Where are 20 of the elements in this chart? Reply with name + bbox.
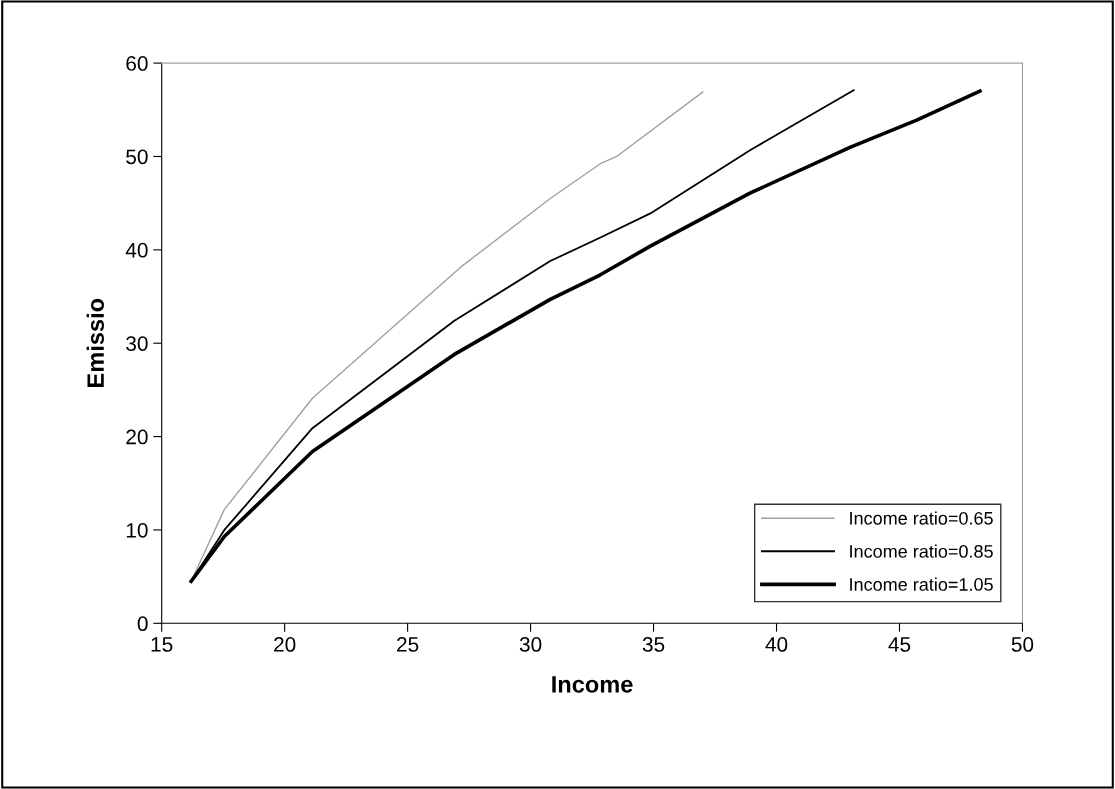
y-tick-label: 60 xyxy=(126,56,148,71)
y-tick-label: 30 xyxy=(126,336,148,351)
legend-label: Income ratio=0.85 xyxy=(850,544,993,558)
x-tick-label: 30 xyxy=(519,637,542,652)
x-tick-label: 40 xyxy=(765,637,788,652)
x-tick-label: 20 xyxy=(274,637,296,652)
y-tick-label: 20 xyxy=(126,429,148,445)
x-tick-label: 15 xyxy=(151,637,173,652)
x-axis-title: Income xyxy=(552,676,633,693)
y-tick-label: 50 xyxy=(126,149,148,165)
y-tick-label: 10 xyxy=(126,522,148,538)
x-tick-label: 35 xyxy=(642,637,665,652)
y-tick-label: 40 xyxy=(125,242,148,258)
y-axis-title: Emissio xyxy=(86,298,104,387)
legend-label: Income ratio=1.05 xyxy=(850,577,993,591)
legend-label: Income ratio=0.65 xyxy=(850,511,993,525)
x-tick-label: 25 xyxy=(397,637,419,652)
x-tick-label: 50 xyxy=(1011,637,1034,652)
y-tick-label: 0 xyxy=(137,616,148,632)
x-tick-label: 45 xyxy=(888,637,911,652)
